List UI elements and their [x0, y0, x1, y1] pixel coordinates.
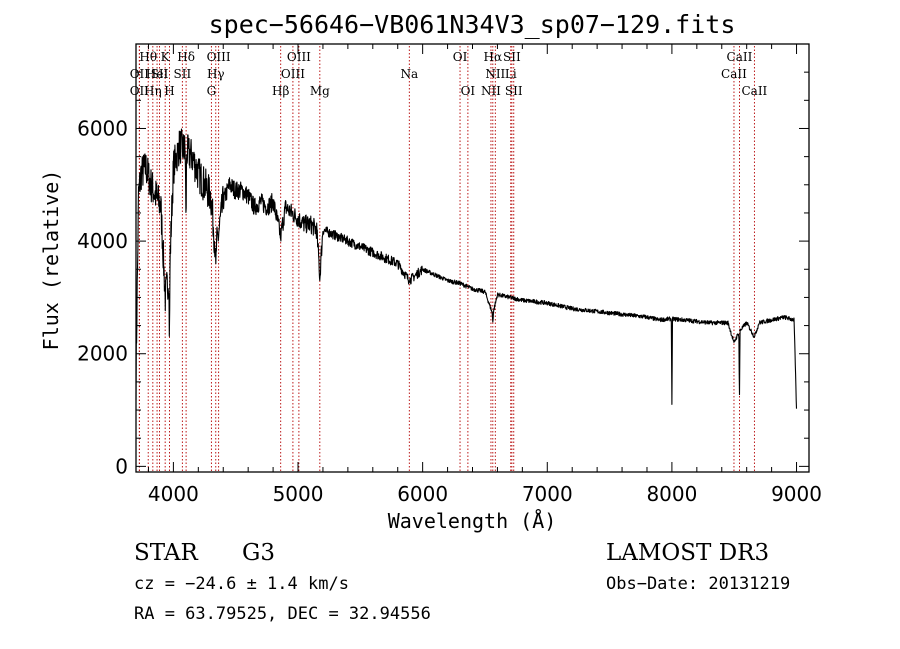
plot-frame — [135, 43, 810, 473]
line-marker-label: H — [164, 84, 174, 98]
x-tick-label: 9000 — [771, 482, 822, 506]
line-marker-label: Na — [400, 67, 418, 81]
line-marker-label: NII — [485, 67, 505, 81]
line-marker-label: Mg — [310, 84, 330, 98]
spectrum-line — [135, 128, 798, 409]
redshift-line: cz = −24.6 ± 1.4 km/s — [134, 574, 349, 594]
coordinates: RA = 63.79525, DEC = 32.94556 — [134, 604, 431, 624]
y-tick-label: 4000 — [77, 229, 128, 253]
object-class: STAR — [134, 540, 198, 566]
x-axis-ticks: 4000 5000 6000 7000 8000 9000 — [148, 44, 822, 506]
line-marker-label: CaII — [727, 50, 753, 64]
survey-name: LAMOST DR3 — [606, 540, 769, 566]
line-marker-label: OIII — [281, 67, 305, 81]
line-marker-label: OI — [453, 50, 468, 64]
line-marker-label: SII — [505, 84, 523, 98]
y-tick-label: 0 — [115, 454, 128, 478]
line-marker-label: K — [161, 50, 171, 64]
line-marker-label: OII — [130, 67, 150, 81]
x-tick-label: 4000 — [148, 482, 199, 506]
line-marker-label: SII — [503, 50, 521, 64]
line-marker-label: Hδ — [177, 50, 195, 64]
line-marker-label: Li — [505, 67, 517, 81]
line-marker-label: OIII — [287, 50, 311, 64]
chart-title: spec−56646−VB061N34V3_sp07−129.fits — [209, 10, 736, 39]
x-tick-label: 6000 — [397, 482, 448, 506]
y-axis-label: Flux (relative) — [39, 170, 63, 351]
x-tick-label: 7000 — [522, 482, 573, 506]
y-tick-label: 2000 — [77, 342, 128, 366]
y-axis-ticks: 0 2000 4000 6000 — [77, 71, 809, 478]
line-marker-label: OIII — [207, 50, 231, 64]
line-marker-label: CaII — [721, 67, 747, 81]
obs-date: Obs−Date: 20131219 — [606, 574, 790, 594]
line-marker-label: Hγ — [207, 67, 225, 81]
line-marker-label: OII — [130, 84, 150, 98]
x-tick-label: 5000 — [273, 482, 324, 506]
emission-line-labels: OIIOIIHθHηHeISIIKHSIIHδGHγOIIIHβOIIIOIII… — [130, 50, 768, 98]
x-axis-label: Wavelength (Å) — [388, 509, 557, 533]
emission-line-markers — [138, 46, 755, 471]
line-marker-label: G — [207, 84, 217, 98]
x-tick-label: 8000 — [646, 482, 697, 506]
line-marker-label: SII — [151, 67, 169, 81]
line-marker-label: CaII — [741, 84, 767, 98]
line-marker-label: Hη — [144, 84, 162, 98]
line-marker-label: Hα — [484, 50, 503, 64]
line-marker-label: HeI — [146, 67, 169, 81]
object-subclass: G3 — [242, 540, 275, 566]
line-marker-label: NII — [481, 84, 501, 98]
line-marker-label: OI — [461, 84, 476, 98]
y-tick-label: 6000 — [77, 116, 128, 140]
line-marker-label: SII — [174, 67, 192, 81]
line-marker-label: Hθ — [139, 50, 157, 64]
line-marker-label: Hβ — [272, 84, 289, 98]
